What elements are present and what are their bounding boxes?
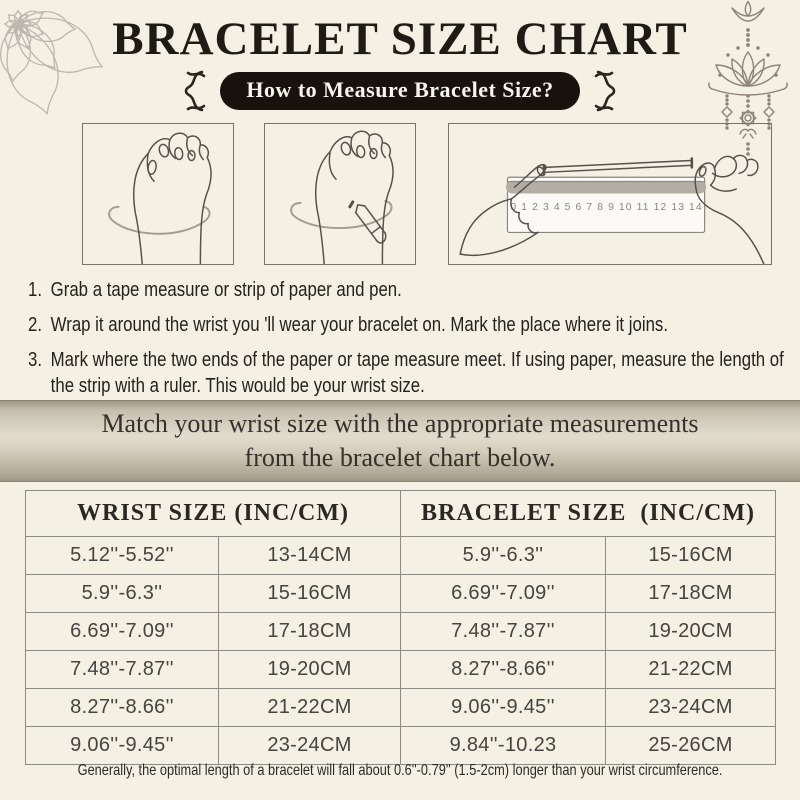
bracelet-size-header: BRACELET SIZE (INC/CM) xyxy=(399,490,777,537)
figure-measure-with-ruler-illustration: 0 1 2 3 4 5 6 7 8 9 10 11 12 13 14 xyxy=(448,123,772,265)
bracelet-cm: 23-24CM xyxy=(604,688,777,727)
ornamental-brace-left-icon xyxy=(181,69,207,113)
step-2: 2. Wrap it around the wrist you 'll wear… xyxy=(28,312,788,338)
wrist-cm: 13-14CM xyxy=(218,536,401,575)
table-row: 7.48''-7.87'' 19-20CM 8.27''-8.66'' 21-2… xyxy=(25,650,777,689)
table-row: 6.69''-7.09'' 17-18CM 7.48''-7.87'' 19-2… xyxy=(25,612,777,651)
table-header-row: WRIST SIZE (INC/CM) BRACELET SIZE (INC/C… xyxy=(25,490,777,537)
bracelet-cm: 19-20CM xyxy=(604,612,777,651)
bracelet-inches: 5.9''-6.3'' xyxy=(400,536,606,575)
bracelet-inches: 9.06''-9.45'' xyxy=(400,688,606,727)
wrist-cm: 19-20CM xyxy=(218,650,401,689)
wrist-inches: 9.06''-9.45'' xyxy=(25,726,219,765)
subtitle-row: How to Measure Bracelet Size? xyxy=(0,69,800,113)
subtitle-pill: How to Measure Bracelet Size? xyxy=(220,72,580,110)
wrist-inches: 6.69''-7.09'' xyxy=(25,612,219,651)
wrist-cm: 17-18CM xyxy=(218,612,401,651)
banner-line-2: from the bracelet chart below. xyxy=(244,443,556,472)
mandala-flower-icon xyxy=(0,0,115,123)
wrist-inches: 7.48''-7.87'' xyxy=(25,650,219,689)
page-title: BRACELET SIZE CHART xyxy=(112,13,688,65)
footer-note-row: Generally, the optimal length of a brace… xyxy=(0,762,800,780)
footer-note: Generally, the optimal length of a brace… xyxy=(77,762,723,779)
bracelet-inches: 7.48''-7.87'' xyxy=(400,612,606,651)
step-text: Grab a tape measure or strip of paper an… xyxy=(50,279,402,301)
wrist-inches: 8.27''-8.66'' xyxy=(25,688,219,727)
instruction-steps: 1. Grab a tape measure or strip of paper… xyxy=(28,277,788,408)
figure-wrap-wrist-illustration xyxy=(82,123,234,265)
ruler-numbers: 0 1 2 3 4 5 6 7 8 9 10 11 12 13 14 xyxy=(510,202,702,213)
size-table: WRIST SIZE (INC/CM) BRACELET SIZE (INC/C… xyxy=(25,490,777,765)
table-row: 5.12''-5.52'' 13-14CM 5.9''-6.3'' 15-16C… xyxy=(25,536,777,575)
lotus-ornament-icon xyxy=(708,0,788,156)
table-row: 5.9''-6.3'' 15-16CM 6.69''-7.09'' 17-18C… xyxy=(25,574,777,613)
step-text: Wrap it around the wrist you 'll wear yo… xyxy=(50,314,669,336)
bracelet-inches: 6.69''-7.09'' xyxy=(400,574,606,613)
ornamental-brace-right-icon xyxy=(593,69,619,113)
wrist-inches: 5.9''-6.3'' xyxy=(25,574,219,613)
wrist-cm: 23-24CM xyxy=(218,726,401,765)
bracelet-inches: 9.84''-10.23 xyxy=(400,726,606,765)
step-number: 2. xyxy=(28,314,43,336)
bracelet-cm: 15-16CM xyxy=(604,536,777,575)
banner-line-1: Match your wrist size with the appropria… xyxy=(101,409,699,438)
step-number: 1. xyxy=(28,279,43,301)
bracelet-inches: 8.27''-8.66'' xyxy=(400,650,606,689)
bracelet-cm: 21-22CM xyxy=(604,650,777,689)
wrist-cm: 21-22CM xyxy=(218,688,401,727)
table-row: 9.06''-9.45'' 23-24CM 9.84''-10.23 25-26… xyxy=(25,726,777,765)
step-text: Mark where the two ends of the paper or … xyxy=(50,349,784,397)
figure-mark-with-pen-illustration xyxy=(264,123,416,265)
bracelet-cm: 17-18CM xyxy=(604,574,777,613)
wrist-cm: 15-16CM xyxy=(218,574,401,613)
bracelet-cm: 25-26CM xyxy=(604,726,777,765)
table-row: 8.27''-8.66'' 21-22CM 9.06''-9.45'' 23-2… xyxy=(25,688,777,727)
step-number: 3. xyxy=(28,349,43,371)
step-3: 3. Mark where the two ends of the paper … xyxy=(28,347,788,399)
wrist-inches: 5.12''-5.52'' xyxy=(25,536,219,575)
match-size-banner: Match your wrist size with the appropria… xyxy=(0,400,800,482)
step-1: 1. Grab a tape measure or strip of paper… xyxy=(28,277,788,303)
wrist-size-header: WRIST SIZE (INC/CM) xyxy=(25,490,401,537)
